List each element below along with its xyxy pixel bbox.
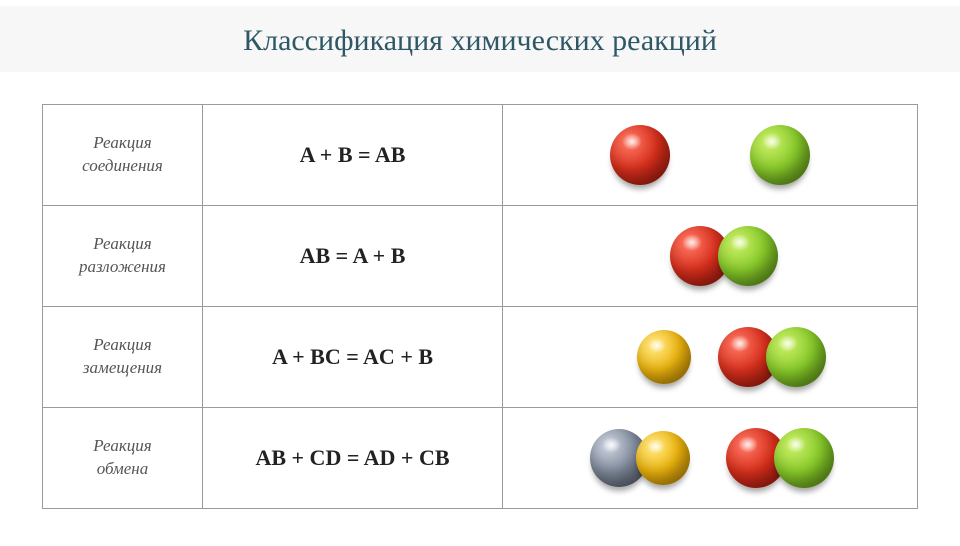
reaction-formula: A + B = AB bbox=[203, 105, 503, 206]
molecule-cluster bbox=[637, 330, 691, 384]
page-title: Классификация химических реакций bbox=[0, 24, 960, 58]
table-row: РеакцияразложенияAB = A + B bbox=[43, 206, 918, 307]
title-band: Классификация химических реакций bbox=[0, 6, 960, 72]
reactions-table: РеакциясоединенияA + B = ABРеакцияразлож… bbox=[42, 104, 918, 509]
reaction-formula: AB + CD = AD + CB bbox=[203, 408, 503, 509]
green-sphere bbox=[774, 428, 834, 488]
table-wrap: РеакциясоединенияA + B = ABРеакцияразлож… bbox=[0, 72, 960, 509]
molecule-cluster bbox=[670, 226, 778, 286]
reaction-visual bbox=[503, 307, 918, 408]
green-sphere bbox=[766, 327, 826, 387]
table-row: РеакциязамещенияA + BC = AC + B bbox=[43, 307, 918, 408]
reaction-label: Реакциясоединения bbox=[43, 105, 203, 206]
reaction-label: Реакциязамещения bbox=[43, 307, 203, 408]
yellow-sphere bbox=[636, 431, 690, 485]
molecule-cluster bbox=[750, 125, 810, 185]
yellow-sphere bbox=[637, 330, 691, 384]
green-sphere bbox=[750, 125, 810, 185]
reaction-visual bbox=[503, 408, 918, 509]
table-row: РеакцияобменаAB + CD = AD + CB bbox=[43, 408, 918, 509]
molecule-cluster bbox=[610, 125, 670, 185]
reaction-visual bbox=[503, 206, 918, 307]
reaction-formula: AB = A + B bbox=[203, 206, 503, 307]
reaction-label: Реакцияразложения bbox=[43, 206, 203, 307]
reaction-label: Реакцияобмена bbox=[43, 408, 203, 509]
molecule-cluster bbox=[718, 327, 826, 387]
molecule-cluster bbox=[726, 428, 834, 488]
reaction-visual bbox=[503, 105, 918, 206]
molecule-cluster bbox=[590, 429, 690, 487]
table-row: РеакциясоединенияA + B = AB bbox=[43, 105, 918, 206]
red-sphere bbox=[610, 125, 670, 185]
reaction-formula: A + BC = AC + B bbox=[203, 307, 503, 408]
green-sphere bbox=[718, 226, 778, 286]
